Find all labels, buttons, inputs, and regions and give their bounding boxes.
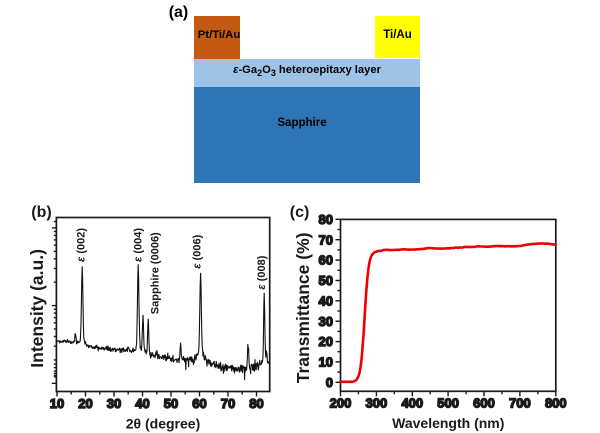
svg-text:600: 600 [473, 396, 495, 411]
svg-text:10: 10 [50, 396, 64, 411]
svg-text:60: 60 [319, 253, 333, 268]
svg-text:50: 50 [319, 273, 333, 288]
svg-text:40: 40 [319, 293, 333, 308]
svg-text:40: 40 [135, 396, 149, 411]
svg-text:80: 80 [249, 396, 263, 411]
svg-text:70: 70 [221, 396, 235, 411]
svg-text:2θ (degree): 2θ (degree) [126, 416, 200, 432]
svg-text:ε (004): ε (004) [133, 228, 145, 262]
svg-text:Sapphire (0006): Sapphire (0006) [150, 232, 162, 314]
svg-text:200: 200 [330, 396, 352, 411]
svg-text:20: 20 [319, 334, 333, 349]
svg-text:20: 20 [78, 396, 92, 411]
svg-text:80: 80 [319, 212, 333, 227]
svg-text:0: 0 [326, 375, 333, 390]
svg-text:(c): (c) [290, 204, 310, 221]
svg-text:Intensity (a.u.): Intensity (a.u.) [27, 249, 47, 368]
svg-text:10: 10 [319, 355, 333, 370]
svg-text:70: 70 [319, 232, 333, 247]
svg-text:50: 50 [164, 396, 178, 411]
svg-text:700: 700 [509, 396, 531, 411]
svg-text:300: 300 [366, 396, 388, 411]
svg-text:60: 60 [192, 396, 206, 411]
svg-text:(b): (b) [31, 204, 51, 221]
svg-text:30: 30 [107, 396, 121, 411]
svg-text:500: 500 [437, 396, 459, 411]
svg-text:ε (006): ε (006) [191, 234, 203, 268]
svg-text:30: 30 [319, 314, 333, 329]
svg-text:Wavelength (nm): Wavelength (nm) [392, 415, 504, 431]
svg-text:800: 800 [545, 396, 567, 411]
svg-text:Transmittance (%): Transmittance (%) [293, 233, 313, 384]
svg-text:ε (002): ε (002) [75, 228, 87, 262]
svg-text:ε (008): ε (008) [256, 255, 268, 289]
svg-text:400: 400 [401, 396, 423, 411]
